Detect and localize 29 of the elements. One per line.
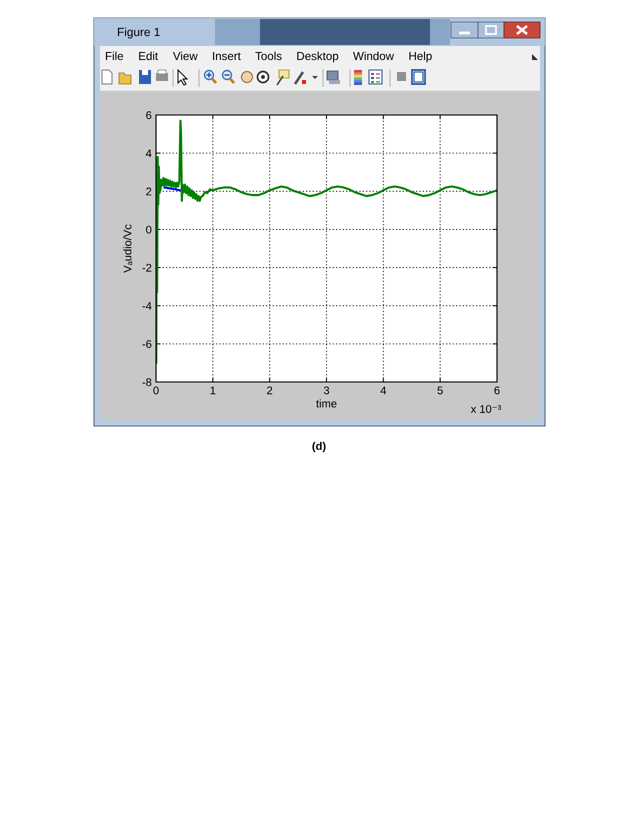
text: Help <box>409 52 432 62</box>
x-axis-title: time <box>316 399 336 408</box>
y-tick-label: 0 <box>146 226 152 234</box>
y-tick-label: 2 <box>146 188 152 196</box>
x-tick-label: 2 <box>267 386 272 394</box>
text: (d) <box>312 442 326 452</box>
text: File <box>106 52 124 60</box>
text: View <box>172 52 198 60</box>
text: Insert <box>213 52 241 60</box>
x-tick-label: 5 <box>438 386 443 394</box>
y-tick-label: -8 <box>142 378 152 386</box>
text: Edit <box>139 52 158 60</box>
x-tick-label: 1 <box>210 386 216 394</box>
text: Tools <box>255 52 282 60</box>
x-tick-label: 0 <box>153 386 159 394</box>
y-axis-title: Vₐudio/Vc <box>123 224 132 273</box>
text: Desktop <box>297 52 338 62</box>
y-tick-label: -2 <box>142 264 152 272</box>
text: x 10⁻³ <box>470 405 502 413</box>
y-tick-label: 4 <box>146 150 152 158</box>
text: Window <box>353 52 394 60</box>
line-series <box>156 120 497 364</box>
x-tick-label: 3 <box>324 386 330 394</box>
x-tick-label: 4 <box>380 386 386 394</box>
y-tick-label: -4 <box>142 302 152 310</box>
x-tick-label: 6 <box>494 386 500 394</box>
y-tick-label: 6 <box>146 111 152 120</box>
y-tick-label: -6 <box>142 340 152 348</box>
caption: Figure 1 <box>118 28 160 39</box>
